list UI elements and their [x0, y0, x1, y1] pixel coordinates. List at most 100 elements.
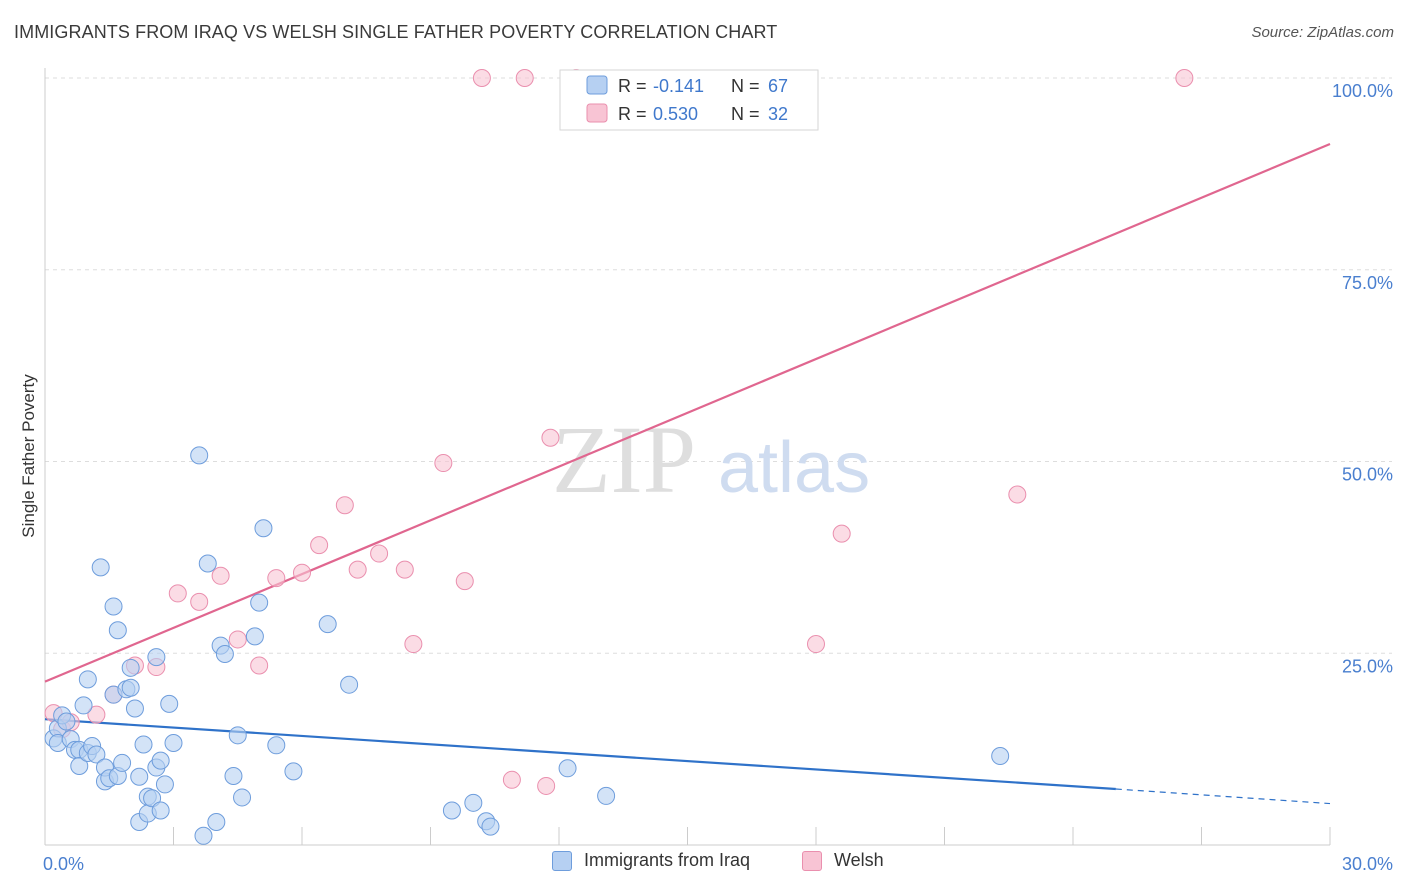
legend-item-welsh[interactable]: Welsh	[802, 850, 884, 871]
watermark: ZIP atlas	[552, 406, 870, 513]
data-point-iraq	[151, 751, 170, 770]
legend-r-label-welsh: R =	[618, 104, 647, 124]
x-tick-labels: 0.0% 30.0%	[43, 854, 1393, 874]
legend-r-value-welsh: 0.530	[653, 104, 698, 124]
data-point-iraq	[91, 558, 110, 577]
data-point-iraq	[121, 678, 140, 697]
legend-r-value-iraq: -0.141	[653, 76, 704, 96]
legend-n-label-welsh: N =	[731, 104, 760, 124]
data-point-iraq	[224, 766, 243, 785]
data-point-welsh	[250, 656, 269, 675]
x-tick-label: 0.0%	[43, 854, 84, 874]
data-point-iraq	[250, 593, 269, 612]
data-point-iraq	[113, 753, 132, 772]
data-point-iraq	[151, 801, 170, 820]
data-point-iraq	[194, 826, 213, 845]
data-point-welsh	[395, 560, 414, 579]
data-point-welsh	[541, 428, 560, 447]
data-point-iraq	[130, 767, 149, 786]
data-point-iraq	[284, 762, 303, 781]
data-point-iraq	[164, 733, 183, 752]
data-point-iraq	[198, 554, 217, 573]
legend-n-label-iraq: N =	[731, 76, 760, 96]
data-point-welsh	[472, 69, 491, 87]
data-point-welsh	[434, 454, 453, 473]
data-point-iraq	[340, 675, 359, 694]
data-point-welsh	[832, 524, 851, 543]
data-point-welsh	[267, 569, 286, 588]
trend-line-iraq	[44, 718, 1116, 791]
data-point-welsh	[168, 584, 187, 603]
data-point-iraq	[254, 519, 273, 538]
data-point-iraq	[245, 627, 264, 646]
data-point-welsh	[293, 563, 311, 582]
data-point-welsh	[1008, 485, 1027, 504]
data-point-welsh	[1175, 69, 1194, 87]
legend-label-iraq: Immigrants from Iraq	[584, 850, 751, 870]
data-point-iraq	[121, 658, 140, 677]
data-point-iraq	[481, 817, 500, 836]
y-axis-label: Single Father Poverty	[19, 374, 38, 538]
y-tick-labels: 25.0% 50.0% 75.0% 100.0%	[1332, 81, 1393, 676]
data-point-iraq	[318, 615, 337, 634]
data-point-iraq	[464, 793, 483, 812]
data-point-iraq	[143, 789, 162, 808]
correlation-legend: R = -0.141 N = 67 R = 0.530 N = 32	[559, 69, 819, 131]
legend-n-value-iraq: 67	[768, 76, 788, 96]
legend-r-label-iraq: R =	[618, 76, 647, 96]
data-point-welsh	[455, 572, 474, 591]
legend-swatch-iraq	[586, 75, 608, 95]
data-point-iraq	[267, 736, 286, 755]
data-point-welsh	[370, 544, 389, 563]
data-point-iraq	[228, 726, 247, 745]
data-point-iraq	[87, 745, 106, 764]
data-point-iraq	[108, 621, 127, 640]
data-point-iraq	[233, 788, 252, 807]
y-tick-label: 25.0%	[1342, 656, 1393, 676]
data-point-iraq	[147, 648, 166, 667]
watermark-atlas: atlas	[718, 428, 870, 508]
legend-swatch-welsh-bottom	[802, 850, 822, 871]
data-point-iraq	[160, 694, 179, 713]
y-tick-label: 75.0%	[1342, 273, 1393, 293]
x-tick-label: 30.0%	[1342, 854, 1393, 874]
legend-n-value-welsh: 32	[768, 104, 788, 124]
trend-line-welsh	[44, 142, 1331, 683]
data-point-iraq	[155, 775, 174, 794]
data-point-welsh	[502, 770, 521, 789]
data-point-welsh	[310, 536, 329, 555]
data-point-welsh	[537, 776, 556, 795]
data-point-iraq	[190, 446, 209, 465]
y-tick-label: 50.0%	[1342, 465, 1393, 485]
data-point-welsh	[211, 566, 230, 585]
trend-lines	[44, 142, 1331, 805]
source-label: Source: ZipAtlas.com	[1251, 24, 1394, 41]
data-points	[44, 69, 1194, 845]
data-point-iraq	[74, 696, 93, 715]
data-point-iraq	[78, 670, 97, 689]
legend-swatch-iraq-bottom	[552, 850, 572, 871]
data-point-welsh	[228, 630, 247, 649]
data-point-iraq	[125, 699, 144, 718]
data-point-iraq	[57, 712, 76, 731]
trend-line-iraq-extension	[1115, 788, 1331, 805]
data-point-welsh	[87, 705, 106, 724]
gridlines	[45, 77, 1392, 654]
legend-item-iraq[interactable]: Immigrants from Iraq	[552, 850, 750, 871]
data-point-iraq	[597, 786, 616, 805]
data-point-welsh	[190, 592, 209, 611]
data-point-welsh	[404, 635, 423, 654]
data-point-welsh	[515, 69, 534, 87]
data-point-iraq	[134, 735, 153, 754]
data-point-iraq	[207, 812, 226, 831]
legend-swatch-welsh	[586, 103, 608, 123]
series-legend: Immigrants from Iraq Welsh	[0, 850, 1406, 878]
y-tick-label: 100.0%	[1332, 81, 1393, 101]
data-point-iraq	[70, 756, 89, 775]
data-point-iraq	[991, 747, 1010, 766]
chart-title: IMMIGRANTS FROM IRAQ VS WELSH SINGLE FAT…	[14, 22, 778, 42]
data-point-iraq	[442, 801, 461, 820]
data-point-welsh	[348, 560, 367, 579]
legend-label-welsh: Welsh	[834, 850, 884, 870]
